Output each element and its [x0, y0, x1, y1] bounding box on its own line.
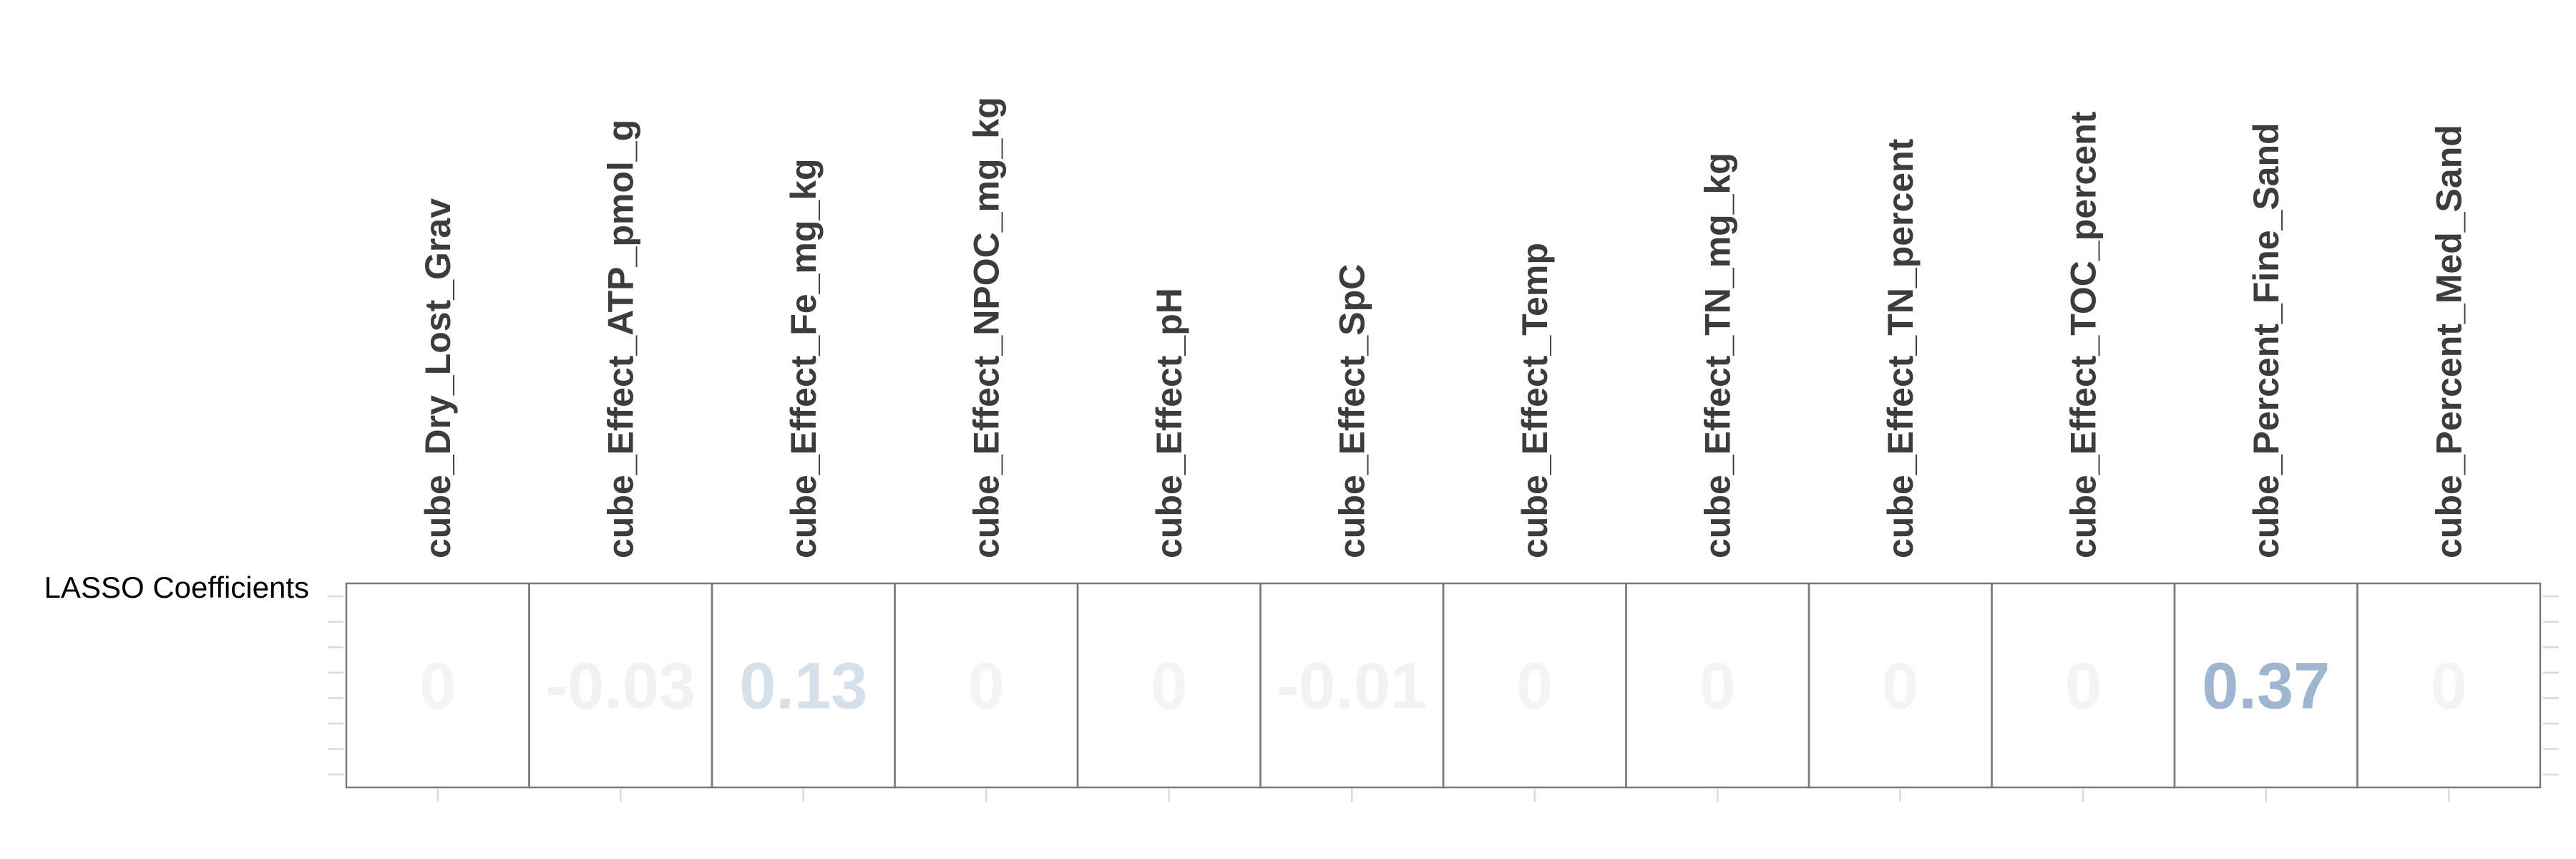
cell-value-label: 0: [1516, 650, 1553, 723]
column-label: cube_Effect_NPOC_mg_kg: [966, 97, 1006, 558]
cell-value-label: 0.37: [2202, 650, 2330, 723]
column-labels: cube_Dry_Lost_Grav cube_Effect_ATP_pmol_g…: [418, 97, 2469, 558]
column-label: cube_Effect_ATP_pmol_g: [600, 120, 640, 558]
cell-value-label: 0: [2065, 650, 2102, 723]
column-label: cube_Percent_Fine_Sand: [2246, 122, 2286, 558]
cell-value-label: 0.13: [739, 650, 867, 723]
column-label: cube_Effect_pH: [1149, 288, 1189, 558]
row-label: LASSO Coefficients: [44, 571, 309, 604]
column-label: cube_Effect_TN_percent: [1880, 138, 1921, 558]
column-label: cube_Effect_Temp: [1515, 243, 1555, 558]
cell-value-label: 0: [419, 650, 456, 723]
cell-value-label: 0: [1882, 650, 1918, 723]
column-label: cube_Effect_TN_mg_kg: [1697, 152, 1737, 558]
heatmap-cells: 0 -0.03 0.13 0 0 -0.01 0 0 0 0 0.37 0: [345, 582, 2542, 789]
column-label: cube_Dry_Lost_Grav: [418, 198, 458, 558]
heatmap-cell: [2356, 582, 2542, 789]
cell-value-label: 0: [2431, 650, 2467, 723]
column-label: cube_Effect_Fe_mg_kg: [784, 158, 824, 558]
column-label: cube_Effect_SpC: [1332, 264, 1372, 558]
column-label: cube_Effect_TOC_percent: [2063, 111, 2103, 558]
tick-marks: [328, 595, 2559, 802]
cell-value-label: 0: [968, 650, 1005, 723]
cell-value-label: 0: [1699, 650, 1736, 723]
cell-value-label: 0: [1151, 650, 1187, 723]
column-label: cube_Percent_Med_Sand: [2429, 125, 2469, 558]
cell-value-label: -0.01: [1277, 650, 1427, 723]
cell-value-label: -0.03: [545, 650, 696, 723]
